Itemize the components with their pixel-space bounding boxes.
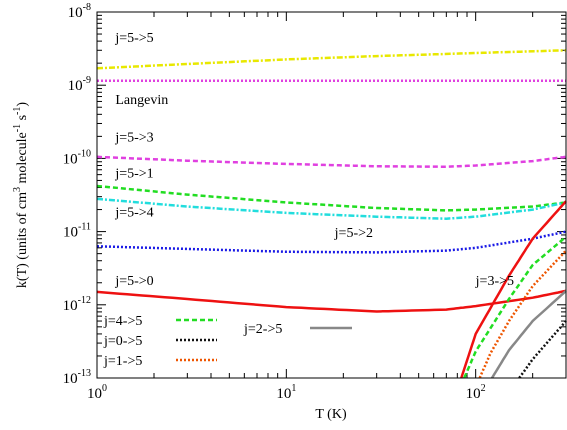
tick-labels: 100 101 102 10-13 10-12 10-11 10-10 10-9 10-8 <box>63 2 486 402</box>
legend-label-j-4-5: j=4->5 <box>103 314 142 329</box>
series-line-j-5-4 <box>97 197 567 220</box>
curve-label-j-5-0: j=5->0 <box>114 274 153 289</box>
series-line-j-5-5 <box>97 49 567 70</box>
curve-label-j-5-1: j=5->1 <box>114 166 153 181</box>
curve-label-j-5-4: j=5->4 <box>114 206 153 221</box>
curve-labels: j=5->5 Langevin j=5->3 j=5->1 j=5->4 j=5->2 j=… <box>114 31 514 289</box>
curve-label-j-5-2: j=5->2 <box>334 226 373 241</box>
curve-label-j-5-5: j=5->5 <box>114 31 153 46</box>
curve-label-j-5-3: j=5->3 <box>114 131 153 146</box>
tick-marks <box>96 12 567 379</box>
series-line-j-2-5 <box>490 289 567 378</box>
series-lines <box>97 49 567 378</box>
series-line-j-1-5 <box>478 249 567 378</box>
legend-label-j-1-5: j=1->5 <box>103 354 142 369</box>
series-line-j-0-5 <box>518 320 567 378</box>
y-tick-label: 10-11 <box>63 222 91 241</box>
y-tick-label: 10-9 <box>68 75 91 94</box>
series-line-j-5-2 <box>97 230 567 254</box>
curve-label-j-3-5: j=3->5 <box>475 274 514 289</box>
y-tick-label: 10-13 <box>63 368 91 387</box>
x-tick-label: 101 <box>276 383 296 402</box>
series-line-j-5-3 <box>97 155 567 168</box>
series-line-j-4-5 <box>463 235 567 378</box>
y-tick-label: 10-10 <box>63 148 91 167</box>
y-axis-title: k(T) (units of cm3 molecule-1 s-1) <box>12 102 30 288</box>
series-line-j-3-5 <box>460 200 567 378</box>
x-axis-title: T (K) <box>315 407 347 422</box>
legend-label-j-2-5: j=2->5 <box>243 322 282 337</box>
series-line-j-5-0 <box>97 289 567 313</box>
legend-label-j-0-5: j=0->5 <box>103 334 142 349</box>
x-tick-label: 100 <box>87 383 107 402</box>
y-tick-label: 10-8 <box>68 2 91 21</box>
curve-label-langevin: Langevin <box>115 93 168 108</box>
legend: j=4->5 j=0->5 j=1->5 j=2->5 <box>103 314 352 369</box>
plot-frame <box>96 11 567 379</box>
x-tick-label: 102 <box>466 383 486 402</box>
series-line-j-5-1 <box>97 184 567 212</box>
y-tick-label: 10-12 <box>63 295 91 314</box>
